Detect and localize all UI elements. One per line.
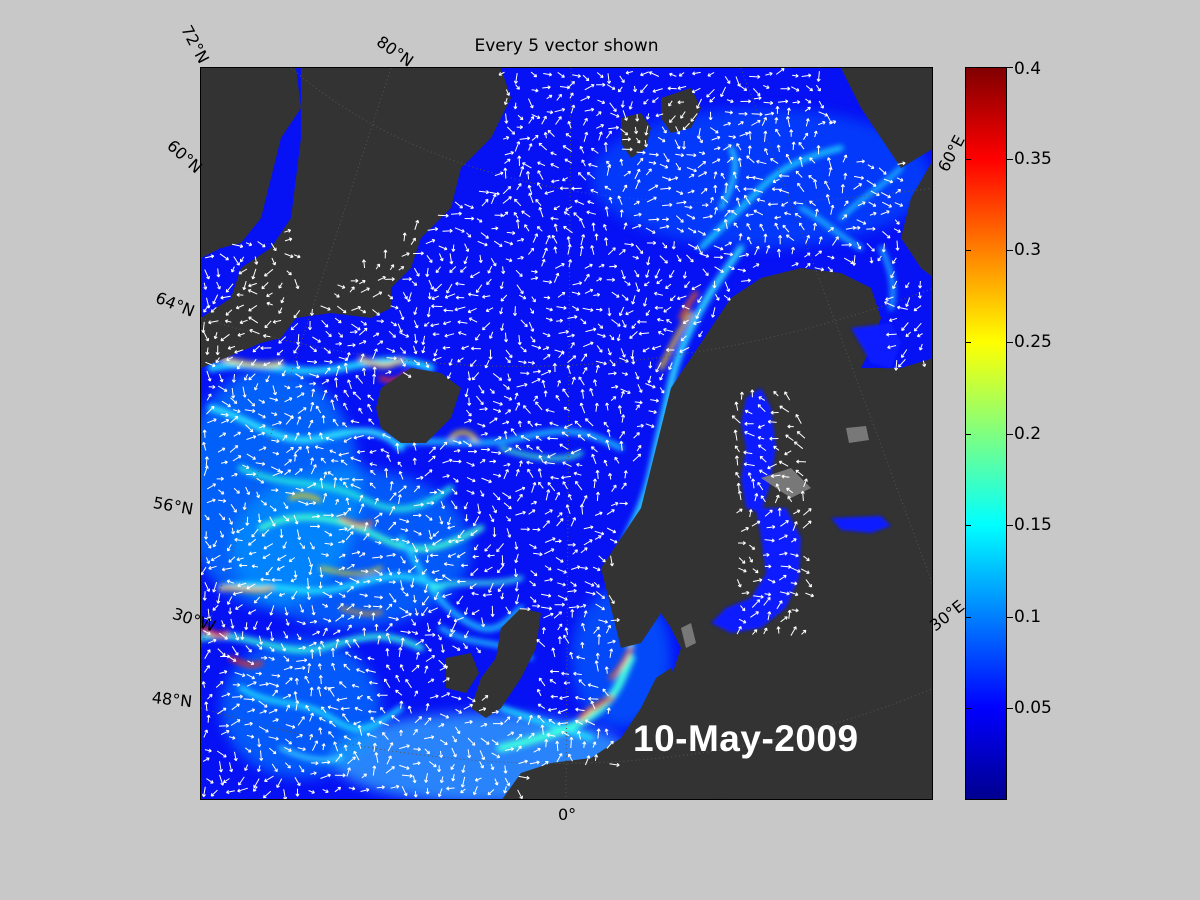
lat-label-56n: 56°N xyxy=(151,493,195,519)
greenland-east xyxy=(201,68,511,368)
colorbar-tick xyxy=(1007,433,1013,435)
colorbar-tick-label: 0.4 xyxy=(1014,59,1042,79)
current-speed-map xyxy=(200,67,933,800)
great-britain xyxy=(471,608,541,718)
svalbard xyxy=(621,113,651,158)
colorbar-tick xyxy=(1007,708,1013,710)
colorbar-tick xyxy=(1007,525,1013,527)
colorbar-tick xyxy=(965,250,971,252)
gulf-of-finland xyxy=(831,516,891,533)
colorbar-tick xyxy=(1007,616,1013,618)
colorbar-tick xyxy=(965,433,971,435)
colorbar-tick xyxy=(965,158,971,160)
colorbar-tick-label: 0.2 xyxy=(1014,423,1042,444)
colorbar-tick xyxy=(965,525,971,527)
novaya-zemlya xyxy=(841,68,932,168)
colorbar xyxy=(965,67,1007,800)
colorbar-tick xyxy=(1007,67,1013,68)
greenland xyxy=(201,68,301,258)
colorbar-tick xyxy=(965,616,971,618)
colorbar-tick-label: 0.1 xyxy=(1014,606,1042,627)
velocity-vectors xyxy=(201,68,927,799)
colorbar-tick xyxy=(965,67,971,68)
colorbar-tick-label: 0.05 xyxy=(1014,698,1052,719)
map-canvas xyxy=(201,68,932,799)
date-label: 10-May-2009 xyxy=(633,718,859,759)
colorbar-tick xyxy=(1007,250,1013,252)
colorbar-tick xyxy=(1007,341,1013,343)
lat-label-48n: 48°N xyxy=(151,688,194,712)
graticule xyxy=(201,68,932,799)
lon-label-0: 0° xyxy=(558,805,577,824)
continental-europe xyxy=(502,668,721,799)
map-title: Every 5 vector shown xyxy=(474,36,659,56)
colorbar-tick xyxy=(965,341,971,343)
lat-label-64n: 64°N xyxy=(152,288,198,321)
colorbar-tick-label: 0.35 xyxy=(1014,148,1052,169)
colorbar-tick-label: 0.25 xyxy=(1014,331,1052,352)
baltic-sea xyxy=(711,508,801,633)
colorbar-tick xyxy=(1007,158,1013,160)
colorbar-tick-label: 0.15 xyxy=(1014,515,1052,536)
colorbar-tick-label: 0.3 xyxy=(1014,240,1042,261)
colorbar-tick xyxy=(965,708,971,710)
iceland xyxy=(376,368,461,443)
ireland xyxy=(446,653,479,693)
lon-label-60e: 60°E xyxy=(934,132,969,175)
